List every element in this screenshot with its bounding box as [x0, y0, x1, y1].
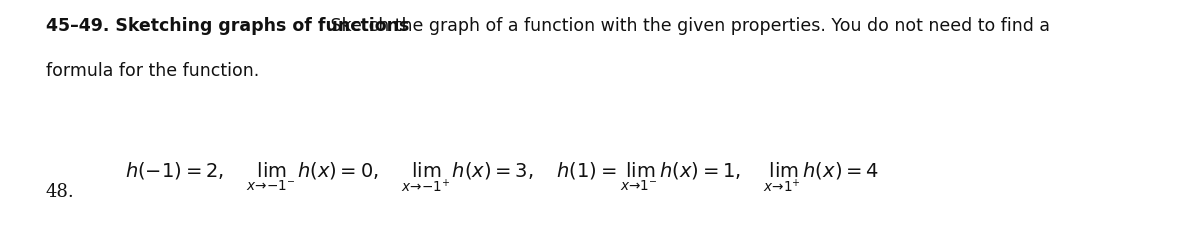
Text: 45–49. Sketching graphs of functions: 45–49. Sketching graphs of functions [46, 17, 409, 35]
Text: $h(-1) = 2, \quad \lim_{x \to -1^-} h(x) = 0, \quad \lim_{x \to -1^+} h(x) = 3, : $h(-1) = 2, \quad \lim_{x \to -1^-} h(x)… [125, 160, 880, 194]
Text: formula for the function.: formula for the function. [46, 62, 259, 79]
Text: Sketch the graph of a function with the given properties. You do not need to fin: Sketch the graph of a function with the … [325, 17, 1050, 35]
Text: 48.: 48. [46, 183, 74, 201]
